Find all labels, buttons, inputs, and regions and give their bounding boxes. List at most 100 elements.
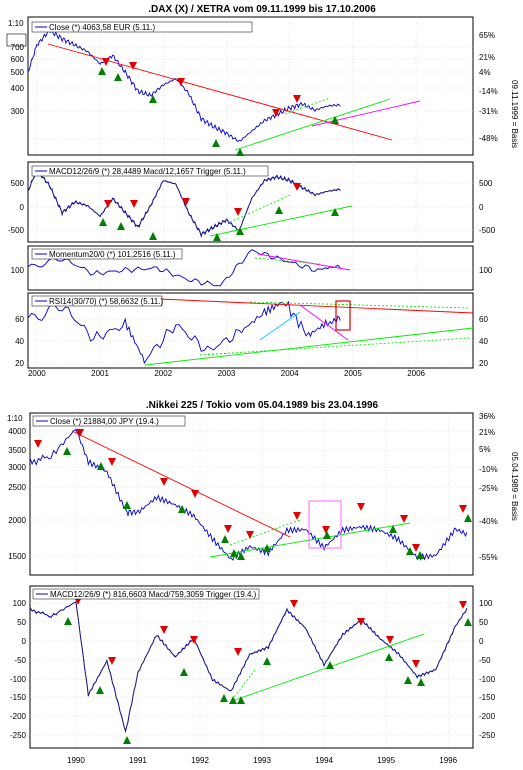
nk-macd-ytick: 50 <box>17 618 26 627</box>
dax-macd-trend-up <box>209 205 353 237</box>
dax-macd-buy-marker <box>331 208 339 216</box>
nk-price-rtick: 5% <box>479 445 491 454</box>
nikkei-sell-marker <box>160 478 168 486</box>
nikkei-highlight-box <box>308 500 342 549</box>
nk-macd-ytick: -50 <box>14 656 26 665</box>
dax-zoom-label: 1:10 <box>8 19 24 28</box>
nikkei-buy-marker <box>406 547 414 555</box>
dax-macd-ytick: -500 <box>8 226 25 235</box>
nikkei-sell-marker <box>76 429 84 437</box>
dax-price-rtick: 4% <box>479 68 491 77</box>
dax-macd-sell-marker <box>182 198 190 206</box>
dax-price-rtick: 21% <box>479 53 495 62</box>
dax-xtick: 2003 <box>218 369 236 378</box>
nikkei-macd-buy-marker <box>417 678 425 686</box>
dax-mom-trend-dashed <box>254 257 321 265</box>
nikkei-buy-marker <box>97 462 105 470</box>
nikkei-macd-buy-marker <box>404 676 412 684</box>
nikkei-macd-sell-marker <box>160 626 168 634</box>
dax-rsi-trend-cyan <box>259 311 301 341</box>
nk-price-rtick: 36% <box>479 412 495 421</box>
dax-rsi-ytick: 40 <box>15 337 24 346</box>
dax-mom-rtick: 100 <box>479 266 493 275</box>
nikkei-sell-marker <box>191 490 199 498</box>
nikkei-price-panel: Close (*) 21884,00 JPY (19.4.) <box>29 412 474 576</box>
dax-xtick: 2006 <box>407 369 425 378</box>
nikkei-macd-sell-marker <box>412 660 420 668</box>
nikkei-buy-marker <box>63 447 71 455</box>
dax-price-ytick: 500 <box>11 68 25 77</box>
nikkei-buy-marker <box>323 531 331 539</box>
nikkei-buy-marker <box>389 525 397 533</box>
nk-price-ytick: 3500 <box>8 446 26 455</box>
dax-rsi-ytick: 20 <box>15 359 24 368</box>
nikkei-sell-marker <box>293 512 301 520</box>
nikkei-buy-marker <box>416 551 424 559</box>
nikkei-sell-marker <box>412 544 420 552</box>
dax-rsi-highlight-box <box>335 300 351 331</box>
dax-rsi-line <box>27 300 341 365</box>
nikkei-macd-buy-marker <box>237 696 245 704</box>
nikkei-trend-up <box>209 522 411 558</box>
nikkei-sell-marker <box>459 505 467 513</box>
dax-macd-rtick: 500 <box>479 179 493 188</box>
nikkei-buy-marker <box>464 514 472 522</box>
nikkei-close-line <box>29 428 468 561</box>
nk-macd-rtick: -100 <box>479 675 496 684</box>
nikkei-trigger-line <box>29 601 468 734</box>
dax-macd-rtick: -500 <box>479 226 496 235</box>
nk-price-rtick: -40% <box>479 517 498 526</box>
nk-price-rtick: -10% <box>479 465 498 474</box>
nk-xtick: 1992 <box>191 756 209 765</box>
nikkei-buy-marker <box>237 552 245 560</box>
nikkei-sell-marker <box>246 531 254 539</box>
dax-rsi-trend-magenta <box>299 304 349 341</box>
nk-price-ytick: 2000 <box>8 516 26 525</box>
dax-buy-marker <box>212 139 220 147</box>
dax-rsi-panel: RSI14(30/70) (*) 58,6632 (5.11.) <box>27 292 474 369</box>
dax-macd-buy-marker <box>275 206 283 214</box>
dax-rsi-trend-down <box>159 298 474 314</box>
dax-macd-sell-marker <box>234 208 242 216</box>
nk-xtick: 1993 <box>253 756 271 765</box>
nk-macd-rtick: -150 <box>479 693 496 702</box>
nk-macd-ytick: -100 <box>10 675 27 684</box>
nk-macd-ytick: 0 <box>22 637 27 646</box>
dax-momentum-legend: Momentum20/0 (*) 101,2516 (5.11.) <box>49 250 176 259</box>
dax-price-ytick: 400 <box>11 84 25 93</box>
dax-macd-panel: MACD12/26/9 (*) 28,4489 Macd/12,1657 Tri… <box>27 161 474 243</box>
dax-rsi-trend-dashed <box>199 337 471 356</box>
dax-xtick: 2005 <box>344 369 362 378</box>
dax-macd-sell-marker <box>130 200 138 208</box>
dax-price-rtick: -48% <box>479 134 498 143</box>
dax-macd-rtick: 0 <box>479 203 484 212</box>
nikkei-sell-marker <box>34 440 42 448</box>
dax-sell-marker <box>102 58 110 66</box>
nk-xtick: 1991 <box>129 756 147 765</box>
nk-price-ytick: 3000 <box>8 463 26 472</box>
dax-buy-marker <box>98 67 106 75</box>
dax-rsi-trend-dashed-top <box>249 301 471 309</box>
nk-xtick: 1996 <box>439 756 457 765</box>
nikkei-macd-sell-marker <box>108 657 116 665</box>
nk-macd-ytick: -250 <box>10 731 27 740</box>
nikkei-macd-sell-marker <box>234 648 242 656</box>
nikkei-macd-buy-marker <box>385 653 393 661</box>
dax-mom-trend-magenta <box>257 253 351 271</box>
dax-macd-sell-marker <box>104 200 112 208</box>
nk-macd-rtick: 0 <box>479 637 484 646</box>
nikkei-trend-dashed <box>229 519 301 546</box>
dax-price-rtick: -14% <box>479 87 498 96</box>
dax-mom-ytick: 100 <box>11 266 25 275</box>
nikkei-macd-sell-marker <box>386 636 394 644</box>
nk-price-ytick: 2500 <box>8 483 26 492</box>
dax-buy-marker <box>331 116 339 124</box>
dax-macd-buy-marker <box>99 218 107 226</box>
nikkei-macd-sell-marker <box>357 618 365 626</box>
nk-price-rtick: 21% <box>479 428 495 437</box>
dax-price-legend: Close (*) 4063,58 EUR (5.11.) <box>49 23 155 32</box>
dax-macd-ytick: 500 <box>11 179 25 188</box>
dax-buy-marker <box>149 95 157 103</box>
dax-price-rtick: 65% <box>479 31 495 40</box>
